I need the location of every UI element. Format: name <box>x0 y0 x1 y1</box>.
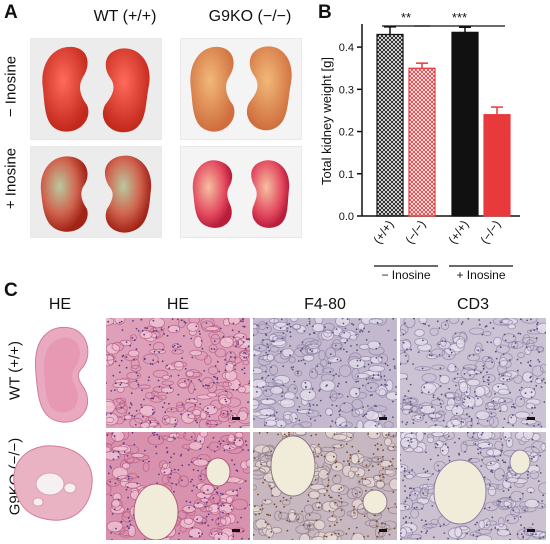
column-header-f4-80: F4-80 <box>304 296 346 313</box>
y-axis-label: Total kidney weight [g] <box>319 57 334 185</box>
panel-c-label: C <box>4 280 18 301</box>
bar <box>408 67 436 217</box>
scale-bar <box>379 417 387 420</box>
kidney-shape <box>192 160 233 228</box>
scale-bar <box>379 529 387 532</box>
x-category-label: (+/+) <box>445 218 471 247</box>
scale-bar <box>527 417 535 420</box>
column-header-cd3: CD3 <box>456 296 489 313</box>
column-header-he-small: HE <box>48 296 72 313</box>
kidney-photo-wt-plus-inosine <box>30 146 162 238</box>
histology-he-wt <box>106 318 250 428</box>
column-header-he: HE <box>166 296 190 313</box>
scale-bar <box>232 529 240 532</box>
y-tick-label: 0.1 <box>339 169 354 181</box>
scale-bar <box>527 529 535 532</box>
panel-a-label: A <box>4 2 18 23</box>
column-header-g9ko: G9KO (−/−) <box>208 8 292 25</box>
kidney-shape <box>42 46 89 132</box>
row-label-wt: WT (+/+) <box>6 341 24 400</box>
y-tick-label: 0.4 <box>339 42 354 54</box>
panel-b-label: B <box>318 2 332 23</box>
kidney-photo-ko-minus-inosine <box>180 38 302 140</box>
y-tick-label: 0.2 <box>339 127 354 139</box>
histology-cd3-wt <box>400 318 546 428</box>
kidney-shape <box>251 160 290 228</box>
x-category-label: (−/−) <box>402 218 428 247</box>
he-whole-kidney-ko <box>8 438 100 528</box>
kidney-shape <box>246 46 292 131</box>
kidney-shape <box>104 155 152 233</box>
kidney-shape <box>102 48 150 133</box>
x-category-label: (+/+) <box>370 218 396 247</box>
kidney-weight-bar-chart: 0.0 0.1 0.2 0.3 0.4 Total kidney weight [g] (+… <box>319 10 520 282</box>
significance-label: *** <box>452 10 467 25</box>
he-whole-kidney-wt <box>26 318 98 430</box>
row-label-plus-inosine: + Inosine <box>2 147 20 210</box>
significance-label: ** <box>401 10 411 25</box>
bar <box>451 31 479 217</box>
y-tick-label: 0.0 <box>339 211 354 223</box>
histology-cd3-ko <box>400 432 546 540</box>
histology-he-ko <box>106 432 250 540</box>
kidney-photo-wt-minus-inosine <box>30 38 162 140</box>
histology-f4-80-wt <box>253 318 397 428</box>
kidney-shape <box>190 46 235 132</box>
histology-f4-80-ko <box>253 432 397 540</box>
group-label: − Inosine <box>381 268 430 282</box>
y-tick-label: 0.3 <box>339 84 354 96</box>
x-category-label: (−/−) <box>477 218 503 247</box>
kidney-shape <box>40 156 88 232</box>
column-header-wt: WT (+/+) <box>93 8 157 25</box>
bar <box>376 33 404 217</box>
group-label: + Inosine <box>456 268 505 282</box>
kidney-photo-ko-plus-inosine <box>180 146 302 238</box>
scale-bar <box>232 417 240 420</box>
bar <box>483 114 511 217</box>
row-label-minus-inosine: − Inosine <box>2 55 20 118</box>
